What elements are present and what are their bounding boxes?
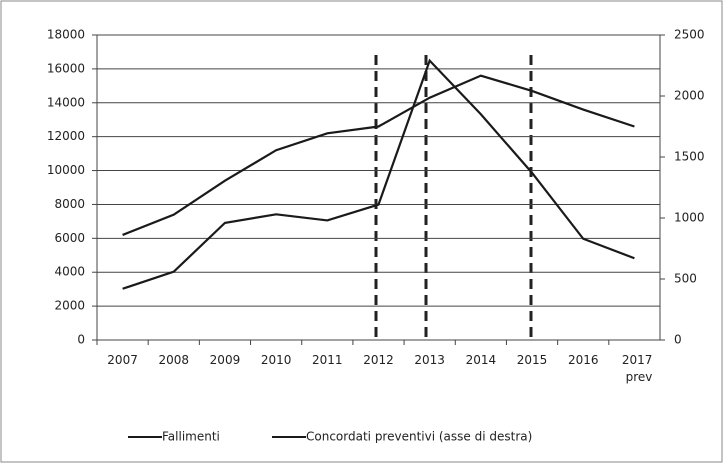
- y-tick-label: 10000: [47, 163, 85, 177]
- x-tick-label: 2015: [516, 353, 548, 367]
- y2-tick-label: 0: [674, 333, 682, 347]
- series-line: [122, 58, 635, 290]
- y2-tick-label: 500: [674, 272, 697, 286]
- x-tick-label: 2017 prev: [621, 353, 653, 384]
- y2-tick-label: 1500: [674, 150, 705, 164]
- x-tick-label: 2012: [363, 353, 394, 367]
- y-tick-label: 16000: [47, 61, 85, 75]
- series-line: [122, 74, 635, 236]
- x-tick-label: 2009: [209, 353, 241, 367]
- y-tick-label: 8000: [54, 197, 85, 211]
- y-tick-label: 12000: [47, 129, 85, 143]
- x-tick-label: 2010: [260, 353, 292, 367]
- x-tick-label: 2008: [158, 353, 190, 367]
- marker-lines: [374, 55, 533, 340]
- y2-tick-label: 2500: [674, 28, 705, 42]
- y-tick-label: 14000: [47, 95, 85, 109]
- legend-label: Fallimenti: [162, 430, 220, 444]
- legend-label: Concordati preventivi (asse di destra): [306, 430, 532, 444]
- y-tick-label: 2000: [54, 299, 85, 313]
- y-tick-label: 0: [77, 333, 85, 347]
- x-tick-label: 2007: [107, 353, 138, 367]
- x-tick-label: 2011: [312, 353, 343, 367]
- y-tick-label: 6000: [54, 231, 85, 245]
- x-tick-label: 2014: [465, 353, 497, 367]
- y-tick-label: 18000: [47, 28, 85, 42]
- y-tick-label: 4000: [54, 265, 85, 279]
- y2-tick-label: 2000: [674, 89, 705, 103]
- x-tick-label: 2016: [567, 353, 599, 367]
- y2-tick-label: 1000: [674, 211, 705, 225]
- x-tick-label: 2013: [414, 353, 445, 367]
